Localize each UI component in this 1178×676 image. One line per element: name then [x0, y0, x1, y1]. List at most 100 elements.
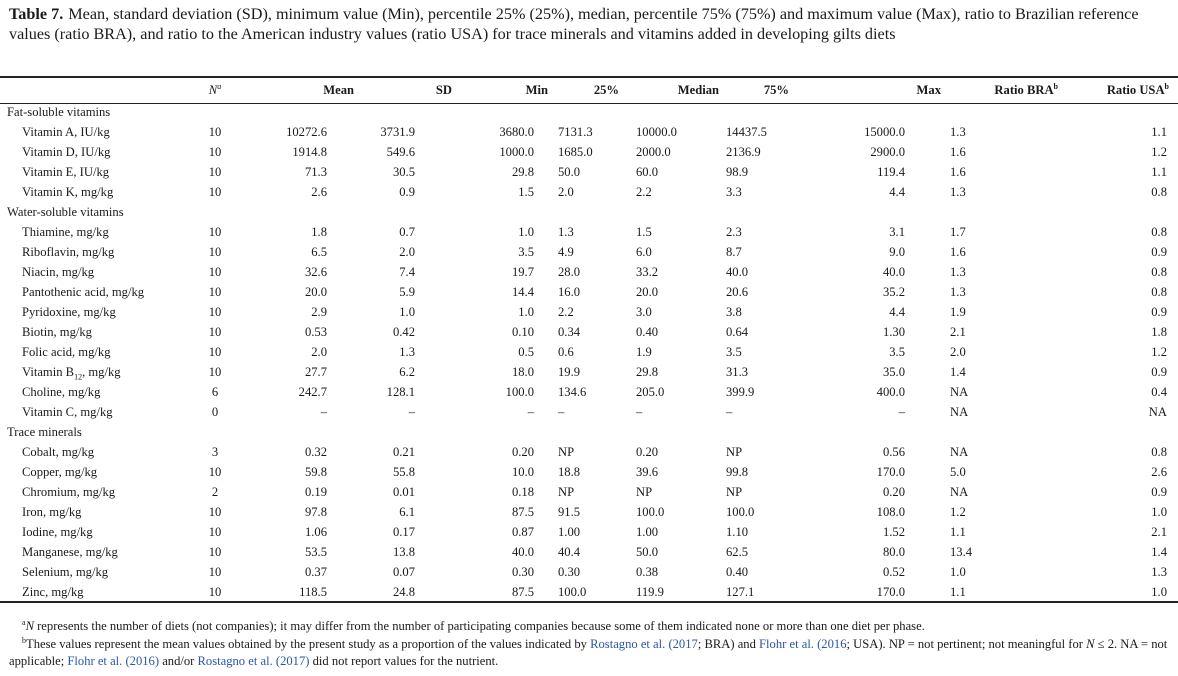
cell-bra: 1.7 [950, 225, 966, 239]
cell-p75: 62.5 [726, 545, 749, 559]
section-header-row: Fat-soluble vitamins [0, 102, 1178, 122]
cell-median: 0.40 [636, 325, 659, 339]
cell-mean: 97.8 [304, 505, 327, 519]
table-row: Vitamin C, mg/kg 0 – – – – – – – NA NA [0, 402, 1178, 422]
cell-bra: 1.3 [950, 185, 966, 199]
cell-p25: 0.34 [558, 325, 581, 339]
top-rule [0, 76, 1178, 78]
cell-p75: 1.10 [726, 525, 749, 539]
cell-max: 108.0 [876, 505, 905, 519]
cell-max: 4.4 [889, 305, 905, 319]
cell-sd: 0.42 [392, 325, 415, 339]
cell-p75: 0.40 [726, 565, 749, 579]
citation-link[interactable]: Rostagno et al. (2017) [197, 654, 310, 668]
cell-median: 1.5 [636, 225, 652, 239]
caption-text: Mean, standard deviation (SD), minimum v… [9, 5, 1139, 43]
cell-n: 10 [208, 465, 222, 479]
row-label: Pantothenic acid, mg/kg [22, 285, 145, 299]
cell-min: 0.18 [511, 485, 534, 499]
cell-min: 14.4 [511, 285, 534, 299]
cell-median: NP [636, 485, 653, 499]
cell-p25: 18.8 [558, 465, 581, 479]
cell-max: 0.52 [882, 565, 905, 579]
cell-bra: NA [950, 385, 969, 399]
row-label: Chromium, mg/kg [22, 485, 116, 499]
section-title: Water-soluble vitamins [7, 205, 124, 219]
table-row: Cobalt, mg/kg 3 0.32 0.21 0.20 NP 0.20 NP 0.56 NA… [0, 442, 1178, 462]
cell-p75: 40.0 [726, 265, 749, 279]
cell-sd: 549.6 [386, 145, 415, 159]
cell-median: 2.2 [636, 185, 652, 199]
cell-sd: 1.3 [399, 345, 415, 359]
cell-median: 6.0 [636, 245, 652, 259]
cell-sd: 0.17 [392, 525, 415, 539]
cell-usa: 1.8 [1151, 325, 1167, 339]
cell-max: 400.0 [876, 385, 905, 399]
citation-link[interactable]: Rostagno et al. (2017 [590, 637, 698, 651]
cell-max: 170.0 [876, 585, 905, 599]
cell-max: 2900.0 [870, 145, 905, 159]
cell-min: 29.8 [511, 165, 534, 179]
row-label: Choline, mg/kg [22, 385, 101, 399]
cell-bra: 13.4 [950, 545, 973, 559]
cell-median: 29.8 [636, 365, 659, 379]
table-row: Copper, mg/kg 10 59.8 55.8 10.0 18.8 39.6 99.8 1… [0, 462, 1178, 482]
cell-p75: 8.7 [726, 245, 742, 259]
cell-max: 35.2 [882, 285, 905, 299]
cell-sd: 55.8 [392, 465, 415, 479]
header-row: Na Mean SD Min 25% Median 75% Max Ratio … [0, 78, 1178, 102]
cell-median: 33.2 [636, 265, 659, 279]
cell-mean: 20.0 [304, 285, 327, 299]
cell-p75: 2136.9 [726, 145, 761, 159]
data-table: Na Mean SD Min 25% Median 75% Max Ratio … [0, 78, 1178, 602]
cell-usa: 1.4 [1151, 545, 1167, 559]
table-row: Choline, mg/kg 6 242.7 128.1 100.0 134.6 205.0… [0, 382, 1178, 402]
cell-sd: 24.8 [392, 585, 415, 599]
cell-usa: 0.8 [1151, 265, 1167, 279]
citation-link[interactable]: Flohr et al. (2016) [67, 654, 160, 668]
cell-p25: 19.9 [558, 365, 581, 379]
table-row: Vitamin B12, mg/kg 10 27.7 6.2 18.0 19.9 29.8 3… [0, 362, 1178, 382]
cell-p75: 3.8 [726, 305, 742, 319]
cell-mean: 27.7 [304, 365, 327, 379]
cell-median: 10000.0 [636, 125, 677, 139]
cell-mean: 71.3 [304, 165, 327, 179]
cell-p25: 2.0 [558, 185, 574, 199]
cell-sd: 30.5 [392, 165, 415, 179]
cell-median: 39.6 [636, 465, 659, 479]
cell-usa: 0.4 [1151, 385, 1167, 399]
cell-p25: 7131.3 [558, 125, 593, 139]
footnote-b: bThese values represent the mean values … [9, 635, 1168, 668]
cell-min: 0.10 [511, 325, 534, 339]
cell-max: 4.4 [889, 185, 905, 199]
cell-p25: 40.4 [558, 545, 581, 559]
cell-n: 10 [208, 225, 222, 239]
cell-bra: NA [950, 445, 969, 459]
header-min: Min [525, 83, 548, 97]
cell-sd: 5.9 [399, 285, 415, 299]
table-row: Pyridoxine, mg/kg 10 2.9 1.0 1.0 2.2 3.0 3.8 4.4… [0, 302, 1178, 322]
header-sd: SD [435, 83, 452, 97]
citation-link[interactable]: Flohr et al. (2016 [759, 637, 847, 651]
cell-sd: 0.07 [392, 565, 415, 579]
header-p25: 25% [593, 83, 619, 97]
cell-sd: 7.4 [399, 265, 415, 279]
cell-usa: 2.6 [1151, 465, 1167, 479]
cell-max: – [898, 405, 905, 419]
cell-n: 10 [208, 125, 222, 139]
cell-n: 10 [208, 545, 222, 559]
cell-p75: 399.9 [726, 385, 755, 399]
table-row: Iron, mg/kg 10 97.8 6.1 87.5 91.5 100.0 100.0 10… [0, 502, 1178, 522]
cell-n: 10 [208, 305, 222, 319]
header-rule [0, 103, 1178, 104]
row-label: Iodine, mg/kg [22, 525, 93, 539]
table-row: Pantothenic acid, mg/kg 10 20.0 5.9 14.4 16.0… [0, 282, 1178, 302]
cell-p75: NP [726, 485, 743, 499]
cell-usa: 1.0 [1151, 505, 1167, 519]
cell-usa: 0.8 [1151, 445, 1167, 459]
table-label: Table 7. [9, 5, 64, 23]
cell-mean: 53.5 [304, 545, 327, 559]
row-label: Folic acid, mg/kg [22, 345, 111, 359]
row-label: Zinc, mg/kg [22, 585, 84, 599]
cell-p25: 4.9 [558, 245, 574, 259]
